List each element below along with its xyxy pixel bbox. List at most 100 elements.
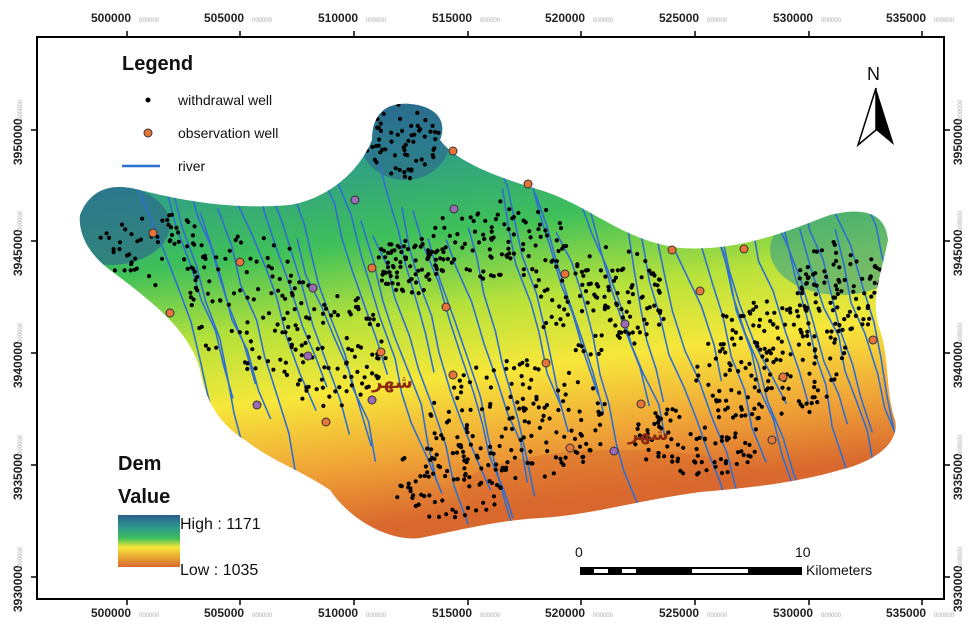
withdrawal-well-point [807,409,812,415]
withdrawal-well-point [159,256,165,261]
withdrawal-well-point [487,247,492,252]
withdrawal-well-point [283,360,288,365]
withdrawal-well-point [592,292,597,297]
withdrawal-well-point [333,389,338,394]
withdrawal-well-point [699,460,704,465]
withdrawal-well-point [745,395,751,400]
river-line [534,192,605,414]
withdrawal-well-point [729,388,734,393]
withdrawal-well-point [508,394,513,399]
withdrawal-well-point [694,436,699,442]
withdrawal-well-point [536,278,541,283]
withdrawal-well-point [832,340,837,345]
withdrawal-well-point [668,418,673,423]
withdrawal-well-point [455,435,460,440]
withdrawal-well-point [613,275,619,280]
withdrawal-well-point [112,268,117,273]
withdrawal-well-point [312,307,317,312]
withdrawal-well-point [549,259,554,264]
withdrawal-well-point [752,385,757,390]
withdrawal-well-point [226,302,231,307]
withdrawal-well-point [419,157,424,162]
withdrawal-well-point [378,128,383,133]
withdrawal-well-point [706,341,711,346]
withdrawal-well-point [293,347,298,352]
observation-well-point [448,146,458,156]
observation-well-point [620,319,630,329]
withdrawal-well-point [398,116,403,121]
withdrawal-well-point [762,365,767,370]
withdrawal-well-point [832,377,837,382]
withdrawal-well-point [577,293,583,299]
withdrawal-well-point [486,463,491,468]
withdrawal-well-point [804,280,810,286]
withdrawal-well-point [575,264,580,269]
withdrawal-well-point [774,357,779,362]
withdrawal-well-point [831,240,836,245]
withdrawal-well-point [355,369,360,374]
withdrawal-well-point [379,339,384,344]
withdrawal-well-point [757,402,762,407]
withdrawal-well-point [227,248,232,253]
withdrawal-well-point [636,422,641,427]
withdrawal-well-point [694,378,699,383]
withdrawal-well-point [806,275,811,280]
withdrawal-well-point [597,422,603,427]
north-arrow: N [856,64,894,148]
x-tick-suffix: 000000 [934,18,955,24]
withdrawal-well-point [503,426,508,431]
y-tick-label: 3950000 [11,118,25,165]
withdrawal-well-point [391,265,396,270]
withdrawal-well-point [775,325,780,330]
withdrawal-well-point [403,142,408,147]
observation-well-point [541,358,551,368]
withdrawal-well-point [414,280,419,285]
observation-well-point [695,286,705,296]
withdrawal-well-point [780,385,785,390]
withdrawal-well-point [134,266,139,271]
withdrawal-well-point [519,447,524,453]
withdrawal-well-point [474,508,479,513]
river-line [319,174,389,375]
withdrawal-well-point [593,428,598,433]
withdrawal-well-point [580,282,585,287]
withdrawal-well-point [323,306,329,311]
withdrawal-well-point [749,373,754,378]
withdrawal-well-point [498,199,503,204]
withdrawal-well-point [814,249,820,254]
withdrawal-well-point [762,328,767,334]
withdrawal-well-point [398,483,403,488]
y-tick-label: 3935000 [11,453,25,500]
withdrawal-well-point [840,327,845,332]
withdrawal-well-point [358,392,363,397]
withdrawal-well-point [831,295,837,300]
withdrawal-well-point [433,250,438,255]
withdrawal-well-point [805,329,810,334]
withdrawal-well-point [509,381,514,386]
withdrawal-well-point [591,308,596,313]
withdrawal-well-point [432,456,437,461]
withdrawal-well-point [287,279,292,284]
withdrawal-well-point [465,505,471,510]
x-tick-suffix: 000000 [821,18,842,24]
withdrawal-well-point [429,447,434,452]
observation-well-point [667,245,677,255]
withdrawal-well-point [299,353,304,358]
north-label: N [867,64,880,84]
withdrawal-well-point [428,129,433,134]
withdrawal-well-point [545,448,550,454]
withdrawal-well-point [446,409,451,414]
withdrawal-well-point [265,359,271,364]
withdrawal-well-point [530,461,535,466]
withdrawal-well-point [272,328,278,333]
withdrawal-well-point [799,291,805,296]
withdrawal-well-point [327,394,332,399]
withdrawal-well-point [602,402,607,407]
withdrawal-well-point [433,263,438,268]
withdrawal-well-point [320,311,326,316]
withdrawal-well-point [717,349,723,354]
withdrawal-well-point [696,470,701,475]
withdrawal-well-point [176,239,181,244]
withdrawal-well-point [406,481,411,486]
withdrawal-well-point [853,313,859,318]
